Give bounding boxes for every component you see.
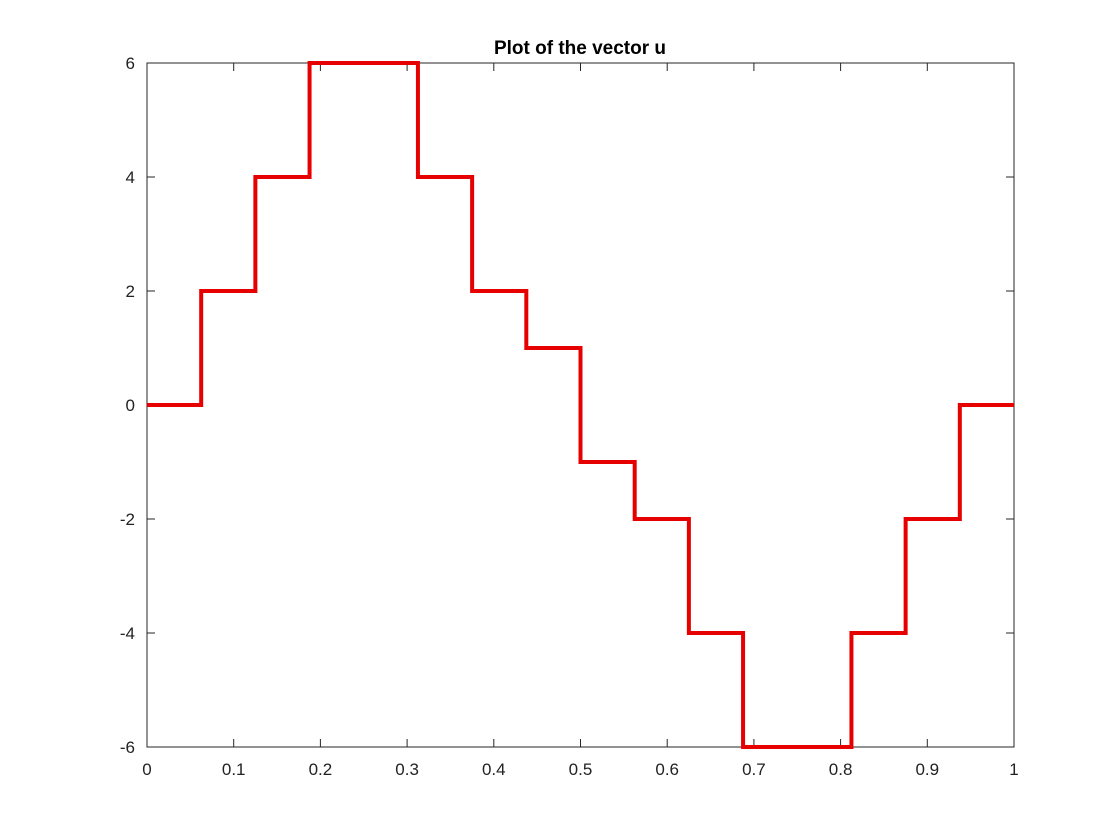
x-tick-label: 0.3 — [395, 760, 419, 779]
x-tick-label: 1 — [1009, 760, 1018, 779]
y-tick-label: 0 — [126, 396, 135, 415]
x-tick-label: 0.1 — [222, 760, 246, 779]
y-tick-label: -2 — [120, 510, 135, 529]
y-tick-label: 6 — [126, 54, 135, 73]
series-layer — [147, 61, 1014, 749]
x-tick-label: 0.4 — [482, 760, 506, 779]
y-tick-label: -4 — [120, 624, 135, 643]
y-tick-label: 4 — [126, 168, 135, 187]
x-tick-label: 0.5 — [569, 760, 593, 779]
series-line — [147, 61, 1014, 749]
x-axis: 0 0.1 0.2 0.3 0.4 0.5 0.6 0.7 0.8 0.9 1 — [142, 63, 1019, 779]
chart-title: Plot of the vector u — [494, 38, 666, 59]
y-tick-label: 2 — [126, 282, 135, 301]
y-axis: -6 -4 -2 0 2 4 6 — [120, 54, 1014, 757]
x-tick-label: 0 — [142, 760, 151, 779]
x-tick-label: 0.2 — [309, 760, 333, 779]
plot-area: 0 0.1 0.2 0.3 0.4 0.5 0.6 0.7 0.8 0.9 1 -6 -4 -2 0 2 4 6 — [120, 54, 1019, 779]
x-tick-label: 0.8 — [829, 760, 853, 779]
x-tick-label: 0.9 — [915, 760, 939, 779]
x-tick-label: 0.6 — [655, 760, 679, 779]
x-tick-label: 0.7 — [742, 760, 766, 779]
y-tick-label: -6 — [120, 738, 135, 757]
